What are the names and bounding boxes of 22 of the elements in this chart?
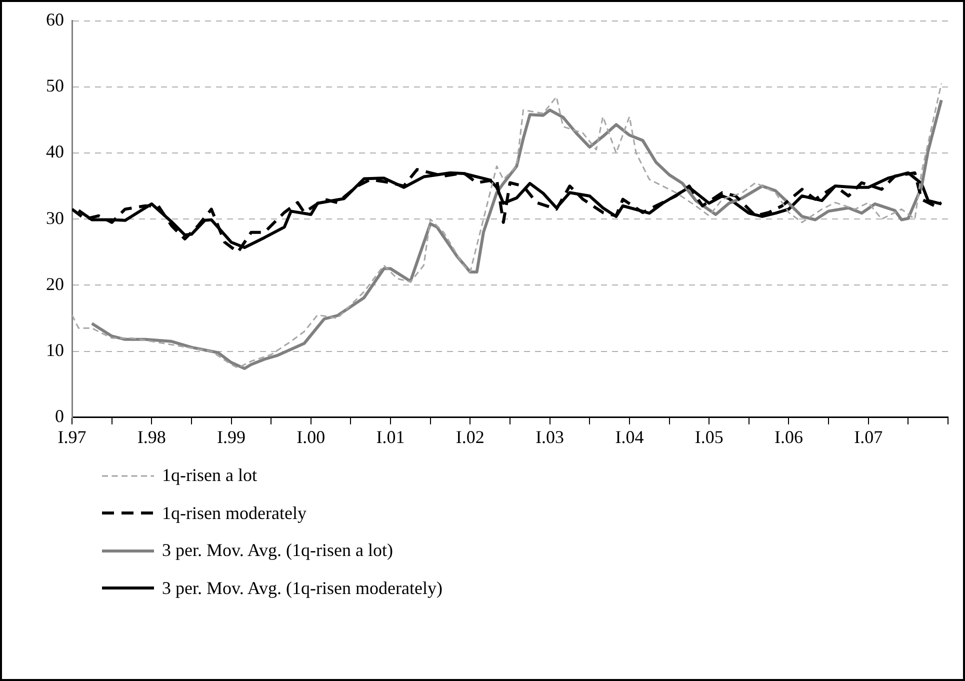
y-tick-label: 0 bbox=[55, 406, 64, 426]
x-tick-label: I.97 bbox=[58, 426, 86, 447]
y-tick-label: 20 bbox=[46, 274, 64, 294]
x-tick-label: I.98 bbox=[137, 426, 166, 447]
legend-label: 1q-risen moderately bbox=[162, 502, 306, 524]
x-tick-label: I.03 bbox=[536, 426, 564, 447]
x-tick-label: I.06 bbox=[774, 426, 803, 447]
y-tick-label: 40 bbox=[46, 142, 64, 162]
y-tick-label: 50 bbox=[46, 76, 64, 96]
legend-label: 1q-risen a lot bbox=[162, 465, 257, 486]
x-tick-label: I.02 bbox=[456, 426, 484, 447]
x-tick-label: I.05 bbox=[694, 426, 724, 447]
x-tick-label: I.07 bbox=[854, 426, 883, 447]
legend-label: 3 per. Mov. Avg. (1q-risen a lot) bbox=[162, 540, 393, 562]
y-tick-label: 10 bbox=[46, 340, 64, 360]
legend-label: 3 per. Mov. Avg. (1q-risen moderately) bbox=[162, 578, 442, 599]
x-tick-label: I.04 bbox=[615, 426, 644, 447]
x-tick-label: I.99 bbox=[217, 426, 246, 447]
x-tick-label: I.00 bbox=[296, 426, 326, 447]
x-tick-label: I.01 bbox=[376, 426, 405, 447]
y-tick-label: 60 bbox=[46, 10, 64, 30]
y-tick-label: 30 bbox=[46, 208, 64, 228]
